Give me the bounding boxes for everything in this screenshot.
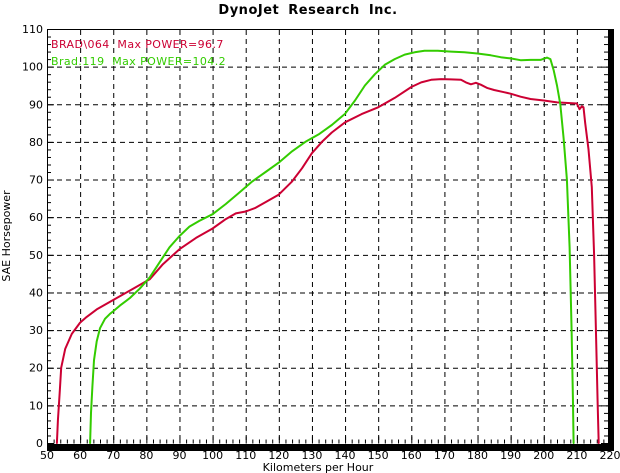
x-tick-label: 100 bbox=[202, 449, 223, 462]
x-tick-label: 130 bbox=[301, 449, 322, 462]
x-tick-label: 180 bbox=[467, 449, 488, 462]
x-axis-bar bbox=[47, 444, 614, 451]
x-tick-label: 80 bbox=[139, 449, 153, 462]
y-tick-label: 40 bbox=[29, 286, 43, 299]
tick-labels: 50 60 70 80 90 100 110 120 130 140 150 160 170 180 190… bbox=[22, 23, 620, 462]
x-axis-label: Kilometers per Hour bbox=[263, 461, 374, 473]
power-curve-1 bbox=[55, 78, 600, 444]
y-tick-label: 70 bbox=[29, 174, 43, 187]
chart-title: DynoJet Research Inc. bbox=[218, 3, 397, 18]
x-tick-label: 120 bbox=[268, 449, 289, 462]
x-tick-label: 170 bbox=[434, 449, 455, 462]
y-tick-label: 60 bbox=[29, 211, 43, 224]
legend-entry-run2: Brad.119 Max POWER=104.2 bbox=[51, 55, 226, 68]
axis-ticks bbox=[47, 29, 611, 444]
y-tick-label: 110 bbox=[22, 23, 43, 36]
legend-entry-run1: BRAD\064 Max POWER=96.7 bbox=[51, 38, 224, 51]
x-tick-label: 60 bbox=[73, 449, 87, 462]
x-tick-label: 50 bbox=[40, 449, 54, 462]
x-tick-label: 220 bbox=[600, 449, 620, 462]
y-tick-label: 30 bbox=[29, 324, 43, 337]
x-tick-label: 140 bbox=[335, 449, 356, 462]
x-tick-label: 160 bbox=[401, 449, 422, 462]
y-tick-label: 10 bbox=[29, 399, 43, 412]
plot-frame bbox=[47, 29, 614, 451]
x-tick-label: 200 bbox=[533, 449, 554, 462]
x-tick-label: 90 bbox=[172, 449, 186, 462]
y-tick-label: 100 bbox=[22, 61, 43, 74]
power-curves bbox=[55, 49, 600, 444]
x-tick-label: 150 bbox=[368, 449, 389, 462]
y-tick-label: 50 bbox=[29, 249, 43, 262]
x-tick-label: 110 bbox=[235, 449, 256, 462]
y-axis-label: SAE Horsepower bbox=[0, 190, 13, 282]
x-tick-label: 70 bbox=[106, 449, 120, 462]
y-tick-label: 90 bbox=[29, 98, 43, 111]
x-tick-label: 190 bbox=[500, 449, 521, 462]
y-tick-label: 0 bbox=[36, 437, 43, 450]
y-tick-label: 20 bbox=[29, 362, 43, 375]
y-axis-right-bar bbox=[608, 29, 614, 451]
y-tick-label: 80 bbox=[29, 136, 43, 149]
power-curve-2 bbox=[89, 49, 575, 444]
x-tick-label: 210 bbox=[566, 449, 587, 462]
gridlines bbox=[48, 30, 609, 443]
